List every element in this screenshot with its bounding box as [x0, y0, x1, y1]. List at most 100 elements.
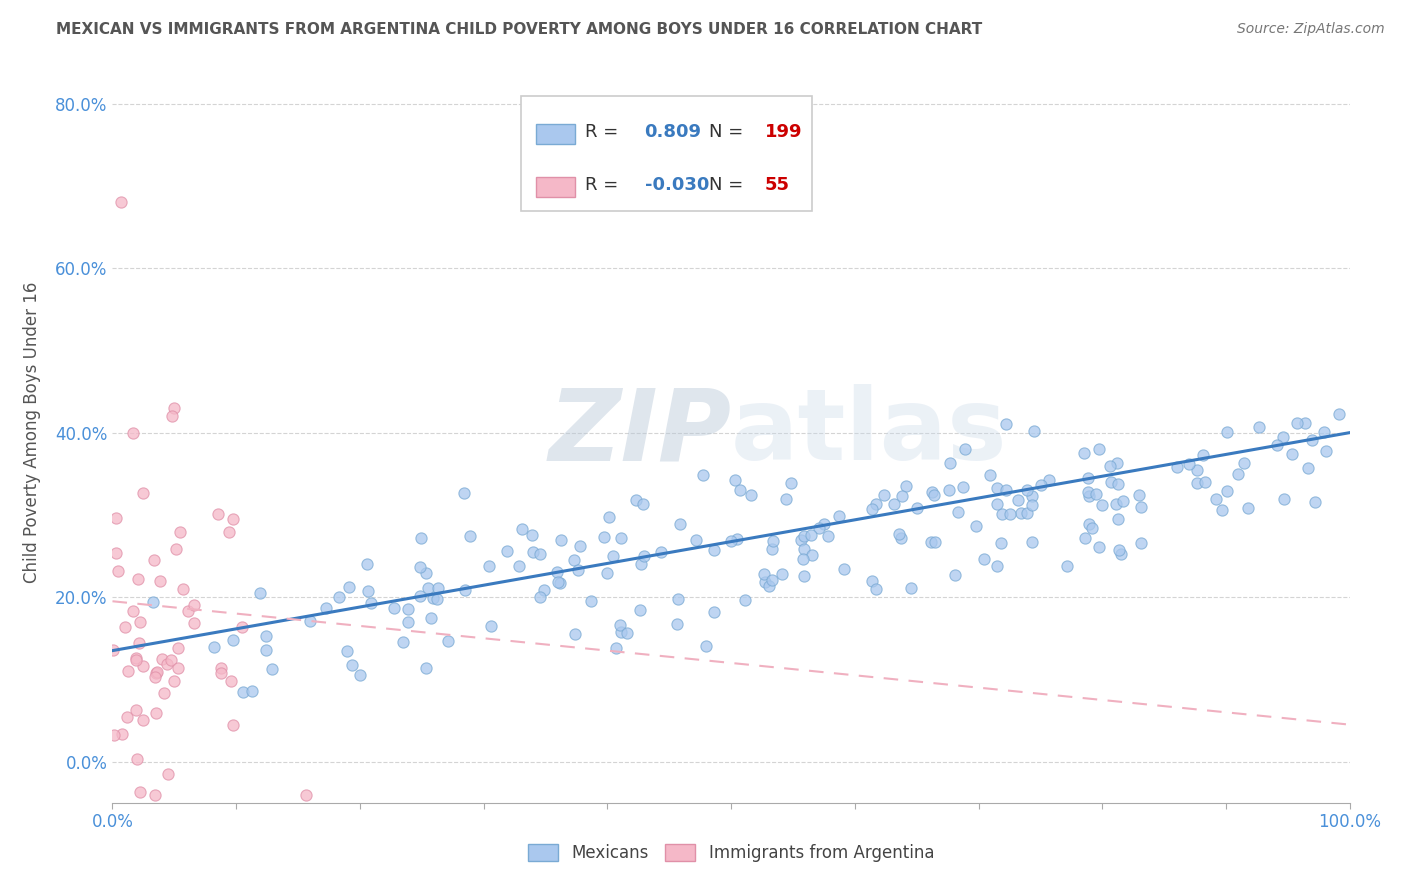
Point — [723, 473, 745, 487]
Point — [605, 640, 627, 655]
Point — [222, 633, 245, 648]
Point — [1099, 458, 1122, 473]
Point — [1296, 460, 1319, 475]
Point — [222, 718, 245, 732]
Point — [111, 727, 134, 741]
Point — [1073, 446, 1095, 460]
Point — [122, 425, 145, 440]
Point — [156, 657, 179, 671]
Point — [1017, 483, 1039, 498]
Point — [860, 501, 883, 516]
Point — [890, 489, 912, 503]
Point — [1128, 488, 1150, 502]
Point — [453, 486, 475, 500]
Point — [562, 553, 585, 567]
Point — [409, 560, 432, 574]
Point — [1074, 531, 1097, 545]
Point — [127, 572, 149, 586]
Point — [890, 531, 912, 545]
Point — [128, 784, 150, 798]
Point — [167, 641, 190, 656]
Point — [1177, 457, 1199, 471]
Point — [770, 566, 793, 581]
Point — [1077, 489, 1099, 503]
Point — [1088, 442, 1111, 457]
Point — [396, 615, 419, 629]
Point — [1077, 485, 1099, 500]
Point — [427, 581, 450, 595]
Point — [740, 488, 762, 502]
Point — [172, 582, 194, 596]
Point — [1029, 478, 1052, 492]
Point — [458, 529, 481, 543]
Point — [1091, 498, 1114, 512]
Point — [1038, 473, 1060, 487]
Point — [1105, 497, 1128, 511]
Point — [762, 533, 785, 548]
Point — [1021, 498, 1043, 512]
Point — [793, 529, 815, 543]
Point — [183, 616, 205, 631]
Point — [416, 582, 439, 596]
Point — [986, 482, 1008, 496]
Point — [666, 591, 689, 606]
Point — [1286, 416, 1309, 430]
Point — [780, 475, 803, 490]
Point — [801, 548, 824, 562]
Point — [409, 589, 432, 603]
Point — [1301, 433, 1323, 447]
Point — [616, 625, 638, 640]
Point — [143, 788, 166, 802]
Point — [114, 620, 136, 634]
Point — [156, 767, 179, 781]
Point — [546, 565, 568, 579]
Point — [728, 483, 751, 497]
Point — [1305, 495, 1327, 509]
Text: ZIP: ZIP — [548, 384, 731, 481]
Point — [865, 497, 887, 511]
Point — [1185, 475, 1208, 490]
Point — [356, 557, 378, 571]
Point — [1107, 456, 1129, 470]
Point — [1191, 448, 1213, 462]
Point — [162, 409, 184, 423]
Point — [131, 485, 153, 500]
Point — [360, 596, 382, 610]
Point — [533, 583, 555, 598]
Text: 0.809: 0.809 — [644, 123, 702, 142]
Point — [165, 541, 187, 556]
Point — [1233, 456, 1256, 470]
Point — [800, 527, 823, 541]
Point — [720, 534, 742, 549]
Point — [905, 500, 928, 515]
Point — [1281, 447, 1303, 461]
Point — [183, 598, 205, 612]
Point — [1007, 492, 1029, 507]
Point — [1084, 486, 1107, 500]
Point — [1010, 507, 1032, 521]
Point — [579, 594, 602, 608]
Point — [1024, 424, 1046, 438]
Y-axis label: Child Poverty Among Boys Under 16: Child Poverty Among Boys Under 16 — [24, 282, 41, 583]
Point — [790, 533, 813, 548]
Point — [177, 604, 200, 618]
Point — [650, 545, 672, 559]
Point — [415, 661, 437, 675]
Point — [1226, 467, 1249, 482]
Point — [894, 478, 917, 492]
Point — [143, 670, 166, 684]
Point — [758, 579, 780, 593]
Point — [725, 532, 748, 546]
Point — [422, 591, 444, 605]
Point — [143, 553, 166, 567]
Point — [1077, 471, 1099, 485]
Bar — [536, 177, 575, 197]
Point — [125, 703, 148, 717]
Point — [295, 788, 318, 802]
Point — [396, 602, 419, 616]
Point — [792, 552, 814, 566]
Point — [666, 617, 689, 632]
Point — [793, 541, 815, 556]
Point — [628, 603, 651, 617]
Point — [924, 534, 946, 549]
